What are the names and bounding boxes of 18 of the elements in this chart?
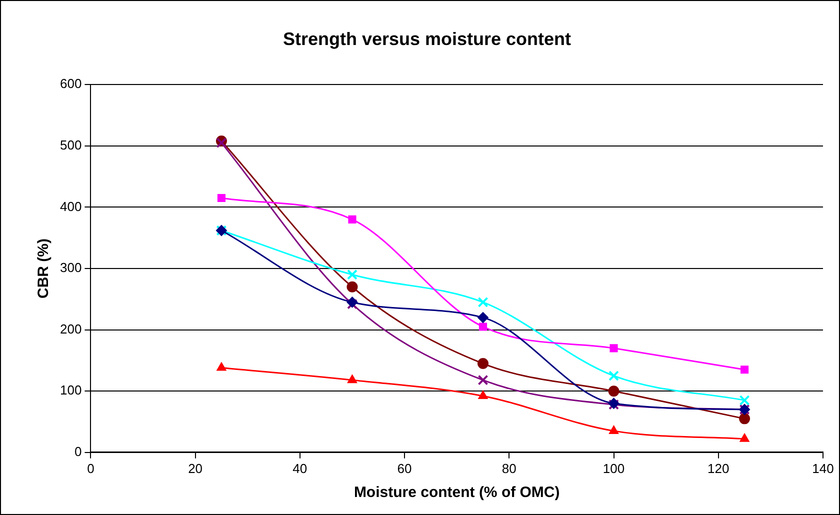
y-tick-label: 200: [60, 321, 82, 336]
y-axis-title: CBR (%): [35, 238, 52, 298]
y-tick-label: 600: [60, 76, 82, 92]
x-tick-label: 100: [602, 460, 625, 476]
x-tick-label: 60: [397, 460, 412, 476]
x-tick-label: 0: [87, 460, 94, 476]
y-tick-label: 400: [60, 198, 82, 214]
x-tick-label: 40: [292, 460, 308, 476]
y-tick-label: 100: [60, 382, 82, 398]
chart-title: Strength versus moisture content: [282, 28, 572, 49]
x-tick-label: 80: [502, 460, 516, 476]
y-tick-label: 300: [60, 260, 82, 276]
x-tick-label: 120: [708, 460, 730, 476]
x-tick-label: 20: [188, 460, 203, 476]
y-tick-label: 500: [60, 137, 82, 152]
x-axis-title: Moisture content (% of OMC): [354, 484, 560, 502]
y-tick-label: 0: [74, 444, 82, 459]
x-tick-label: 140: [812, 460, 834, 476]
